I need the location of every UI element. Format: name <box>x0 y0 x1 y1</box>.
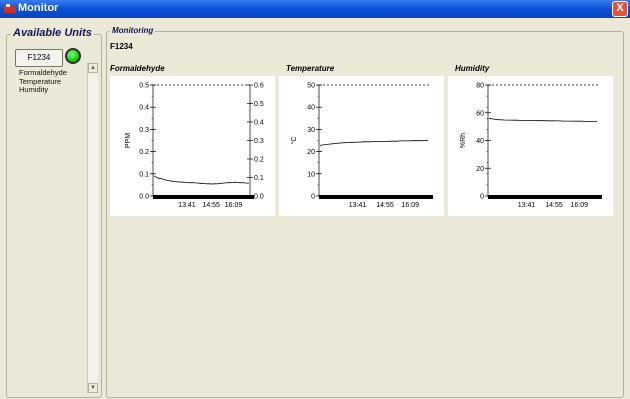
x-tick-label: 13:41 <box>349 202 367 209</box>
x-tick-label: 14:55 <box>202 202 220 209</box>
scroll-down-icon[interactable]: ▼ <box>88 383 98 393</box>
y-tick-label: 20 <box>476 166 484 173</box>
unit-status-indicator <box>65 48 81 64</box>
close-button[interactable]: X <box>612 1 628 17</box>
app-icon <box>4 4 16 13</box>
data-series-line <box>488 117 597 122</box>
sensor-list: Formaldehyde Temperature Humidity <box>19 68 67 95</box>
y-tick-label: 0 <box>480 194 484 201</box>
x-tick-label: 16:09 <box>402 202 420 209</box>
y-tick-label: 0.2 <box>139 149 149 156</box>
y-tick-label: 0.4 <box>139 105 149 112</box>
right-y-tick-label: 0.5 <box>254 101 264 108</box>
formaldehyde-chart: 0.5 0.4 0.3 0.2 0.1 0.0 0.6 0.5 0.4 0.3 0.2 0.1 0.0 P… <box>125 83 264 210</box>
y-tick-label: 40 <box>476 138 484 145</box>
right-y-tick-label: 0.6 <box>254 83 264 90</box>
y-tick-label: 20 <box>307 149 315 156</box>
available-units-label: Available Units <box>11 27 94 39</box>
right-y-tick-label: 0.2 <box>254 157 264 164</box>
right-y-tick-label: 0.3 <box>254 138 264 145</box>
x-tick-label: 13:41 <box>178 202 196 209</box>
y-tick-label: 0.1 <box>139 171 149 178</box>
chart-panel-temperature: 50 40 30 20 10 0 °C 13:41 14:55 16:09 <box>279 76 444 216</box>
right-y-tick-label: 0.1 <box>254 175 264 182</box>
y-tick-label: 30 <box>307 127 315 134</box>
x-tick-label: 13:41 <box>518 202 536 209</box>
right-y-tick-label: 0.4 <box>254 120 264 127</box>
y-axis-label: %Rh <box>460 133 467 148</box>
x-tick-label: 16:09 <box>225 202 243 209</box>
chart-panel-formaldehyde: 0.5 0.4 0.3 0.2 0.1 0.0 0.6 0.5 0.4 0.3 0.2 0.1 0.0 P… <box>110 76 275 216</box>
y-tick-label: 80 <box>476 83 484 90</box>
y-axis-label: PPM <box>125 133 132 148</box>
temperature-chart: 50 40 30 20 10 0 °C 13:41 14:55 16:09 <box>290 83 433 209</box>
y-axis-label: °C <box>290 137 298 145</box>
chart-title-temperature: Temperature <box>286 64 335 73</box>
x-tick-label: 14:55 <box>545 202 563 209</box>
x-tick-label: 14:55 <box>376 202 394 209</box>
x-tick-label: 16:09 <box>571 202 589 209</box>
data-series-line <box>153 175 249 185</box>
sensor-item-temperature[interactable]: Temperature <box>19 76 62 86</box>
chart-title-humidity: Humidity <box>455 64 490 73</box>
title-bar: Monitor X <box>0 0 630 18</box>
monitored-unit-name: F1234 <box>110 42 133 51</box>
y-tick-label: 0.3 <box>139 127 149 134</box>
y-tick-label: 0 <box>311 194 315 201</box>
right-y-tick-label: 0.0 <box>254 194 264 201</box>
y-tick-label: 50 <box>307 83 315 90</box>
data-series-line <box>319 140 428 146</box>
sensor-item-humidity[interactable]: Humidity <box>19 85 49 94</box>
y-tick-label: 0.5 <box>139 83 149 90</box>
units-scrollbar[interactable]: ▲ ▼ <box>87 63 98 393</box>
y-tick-label: 10 <box>307 171 315 178</box>
monitoring-group: Monitoring F1234 Formaldehyde Temperatur… <box>106 26 624 398</box>
y-tick-label: 40 <box>307 105 315 112</box>
unit-button[interactable]: F1234 <box>15 49 63 67</box>
available-units-group: Available Units F1234 Formaldehyde Tempe… <box>6 27 102 398</box>
chart-title-formaldehyde: Formaldehyde <box>110 64 165 73</box>
main-window: Available Units F1234 Formaldehyde Tempe… <box>0 18 630 399</box>
y-tick-label: 60 <box>476 110 484 117</box>
humidity-chart: 80 60 40 20 0 %Rh 13:41 14:55 16:09 <box>460 83 602 209</box>
window-title: Monitor <box>18 2 59 14</box>
monitoring-label: Monitoring <box>110 26 156 35</box>
y-tick-label: 0.0 <box>139 194 149 201</box>
chart-panel-humidity: 80 60 40 20 0 %Rh 13:41 14:55 16:09 <box>448 76 613 216</box>
close-icon: X <box>616 2 624 14</box>
scroll-up-icon[interactable]: ▲ <box>88 63 98 73</box>
sensor-item-formaldehyde[interactable]: Formaldehyde <box>19 68 67 77</box>
